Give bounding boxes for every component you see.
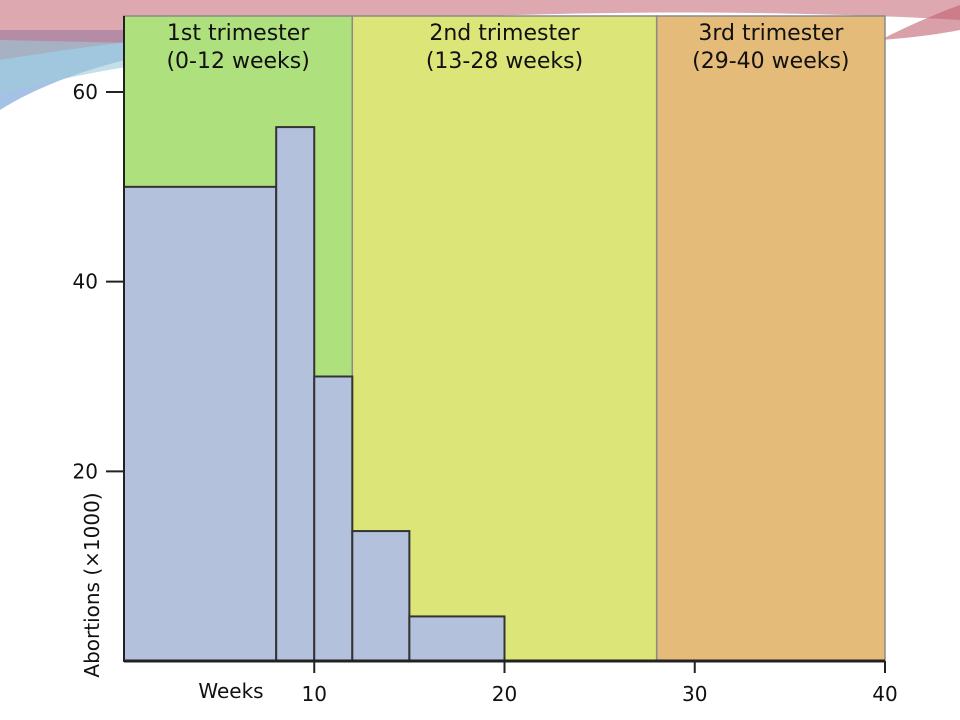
decor-swoosh-light <box>0 40 360 95</box>
histogram-bar-2 <box>275 126 316 663</box>
chart-labels: 1st trimester (0-12 weeks) 2nd trimester (1… <box>73 21 898 706</box>
slide-decoration <box>0 0 960 110</box>
x-tick-label-40: 40 <box>872 682 897 706</box>
y-tick-label-60: 60 <box>73 80 98 104</box>
axes <box>106 16 886 673</box>
trimester-range-3: (29-40 weeks) <box>692 49 849 74</box>
trimester-label-2: 2nd trimester <box>429 21 580 46</box>
y-tick-label-20: 20 <box>73 459 98 483</box>
decor-swoosh-right <box>880 5 960 40</box>
histogram-bar-1 <box>123 185 278 662</box>
x-tick-label-10: 10 <box>302 682 327 706</box>
y-axis-title: Abortions (×1000) <box>80 492 104 677</box>
histogram-bars <box>123 126 506 663</box>
trimester-range-1: (0-12 weeks) <box>166 49 309 74</box>
trimester-label-3: 3rd trimester <box>698 21 844 46</box>
histogram-bar-4 <box>351 530 411 662</box>
y-tick-label-40: 40 <box>73 270 98 294</box>
trimester-label-1: 1st trimester <box>167 21 310 46</box>
x-axis-title: Weeks <box>198 679 263 703</box>
trimester-range-2: (13-28 weeks) <box>426 49 583 74</box>
trimester-region-3 <box>655 15 886 662</box>
x-tick-label-20: 20 <box>492 682 517 706</box>
decor-swoosh-pink <box>0 0 960 60</box>
histogram-bar-3 <box>313 375 354 662</box>
x-tick-label-30: 30 <box>682 682 707 706</box>
histogram-bar-5 <box>408 615 506 663</box>
